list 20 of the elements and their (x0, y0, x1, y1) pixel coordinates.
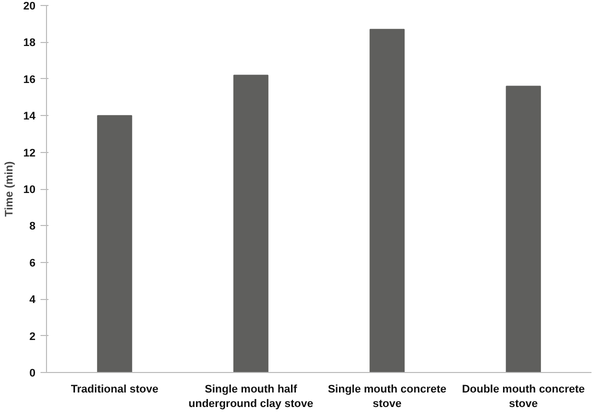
y-tick-label: 12 (23, 147, 36, 160)
y-tick-label: 0 (29, 368, 36, 380)
bar (233, 74, 268, 372)
y-tick-label: 16 (23, 74, 36, 86)
y-tick-label: 14 (23, 110, 36, 123)
x-tick-label: Double mouth concrete stove (462, 384, 585, 410)
x-tick-label: Traditional stove (70, 384, 158, 396)
bar (97, 115, 132, 372)
y-tick-label: 20 (23, 0, 36, 12)
bar (370, 28, 405, 372)
bar (506, 86, 541, 372)
y-tick-label: 4 (29, 294, 36, 306)
y-tick-label: 2 (29, 330, 36, 343)
x-tick-label: Single mouth half underground clay stove (188, 384, 314, 410)
y-tick-label: 8 (29, 220, 36, 233)
y-tick-label: 10 (23, 184, 36, 196)
y-axis-title: Time (min) (3, 160, 16, 217)
y-tick-label: 18 (23, 37, 36, 50)
y-tick-label: 6 (29, 257, 36, 270)
x-tick-label: Single mouth concrete stove (328, 384, 446, 410)
